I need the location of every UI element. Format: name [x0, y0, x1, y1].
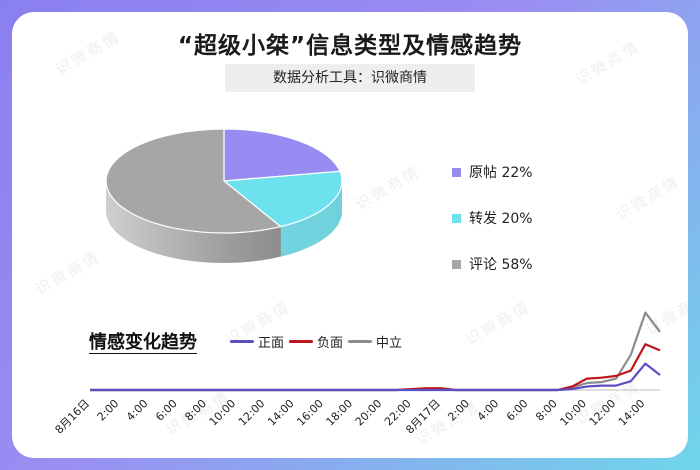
x-tick-label: 10:00: [207, 397, 239, 429]
line-legend-neutral: 中立: [348, 332, 402, 351]
legend-line: [230, 340, 254, 343]
x-tick-label: 10:00: [557, 397, 589, 429]
legend-label: 正面: [258, 336, 285, 351]
report-card: “超级小桀”信息类型及情感趋势 数据分析工具：识微商情 识微商情 识微商情 识微商情…: [12, 12, 688, 458]
x-tick-label: 8:00: [182, 397, 209, 424]
x-tick-label: 14:00: [265, 397, 297, 429]
line-chart: 8月16日 2:00 4:00 6:00 8:0010:0012:0014:0016:0…: [53, 311, 661, 437]
pie-legend-item-repost: 转发 20%: [452, 207, 612, 229]
x-tick-label: 18:00: [324, 397, 356, 429]
pie-side-segment: [280, 181, 342, 257]
charts-canvas: 8月16日 2:00 4:00 6:00 8:0010:0012:0014:0016:0…: [53, 128, 661, 437]
x-tick-label: 2:00: [445, 397, 472, 424]
pie-slice-0: [223, 128, 341, 182]
pie-slice-1: [222, 170, 343, 228]
legend-label: 转发 20%: [469, 211, 533, 227]
line-legend-positive: 正面: [230, 332, 284, 351]
legend-swatch: [452, 167, 461, 177]
x-tick-label: 8月16日: [53, 397, 93, 437]
x-tick-label: 12:00: [587, 397, 619, 429]
x-tick-label: 14:00: [616, 397, 648, 429]
x-tick-label: 2:00: [95, 397, 122, 424]
legend-line: [289, 340, 313, 343]
x-tick-label: 6:00: [504, 397, 531, 424]
pie-chart: [105, 128, 343, 263]
series-line-0: [90, 362, 661, 392]
page-title: “超级小桀”信息类型及情感趋势: [177, 33, 523, 59]
line-chart-title: 情感变化趋势: [89, 332, 197, 353]
series-line-1: [90, 343, 661, 392]
legend-swatch: [452, 213, 461, 223]
tool-subtitle: 数据分析工具：识微商情: [225, 64, 475, 92]
line-legend-negative: 负面: [289, 332, 343, 351]
x-tick-label: 20:00: [353, 397, 385, 429]
x-tick-label: 12:00: [236, 397, 268, 429]
legend-label: 原帖 22%: [469, 165, 533, 181]
legend-line: [348, 340, 372, 343]
x-tick-label: 8:00: [533, 397, 560, 424]
legend-label: 中立: [376, 336, 403, 351]
series-line-2: [90, 311, 661, 392]
legend-swatch: [452, 259, 461, 269]
pie-legend-item-comment: 评论 58%: [452, 253, 612, 275]
x-tick-label: 4:00: [475, 397, 502, 424]
x-tick-label: 4:00: [124, 397, 151, 424]
pie-legend-item-original: 原帖 22%: [452, 161, 612, 183]
pie-slice-2: [105, 128, 283, 234]
x-tick-label: 6:00: [153, 397, 180, 424]
legend-label: 负面: [317, 336, 344, 351]
x-tick-label: 16:00: [294, 397, 326, 429]
legend-label: 评论 58%: [469, 257, 533, 273]
